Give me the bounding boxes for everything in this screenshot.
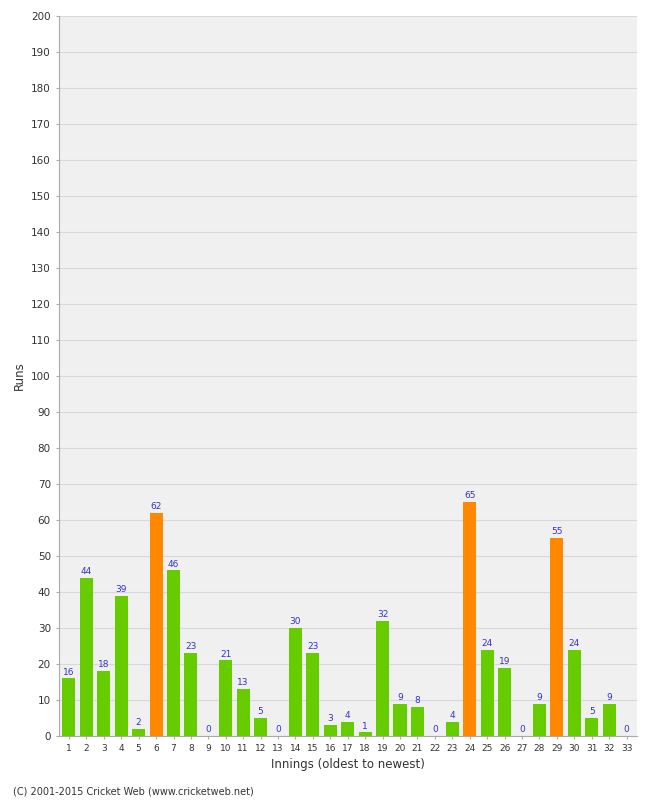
Text: 0: 0 xyxy=(519,726,525,734)
Text: 0: 0 xyxy=(623,726,629,734)
Bar xyxy=(551,538,564,736)
Text: 9: 9 xyxy=(397,693,403,702)
Text: 9: 9 xyxy=(536,693,542,702)
Bar xyxy=(98,671,111,736)
Text: 23: 23 xyxy=(185,642,196,651)
Text: 13: 13 xyxy=(237,678,249,687)
Text: 5: 5 xyxy=(589,707,595,716)
Text: 16: 16 xyxy=(63,667,75,677)
Bar xyxy=(324,726,337,736)
Bar xyxy=(62,678,75,736)
Bar xyxy=(446,722,459,736)
Text: 44: 44 xyxy=(81,566,92,576)
Text: 5: 5 xyxy=(258,707,263,716)
Text: 9: 9 xyxy=(606,693,612,702)
Text: 0: 0 xyxy=(205,726,211,734)
Text: 65: 65 xyxy=(464,491,475,500)
Text: 62: 62 xyxy=(150,502,162,511)
Text: 8: 8 xyxy=(415,696,421,706)
Text: 24: 24 xyxy=(482,638,493,648)
Text: 21: 21 xyxy=(220,650,231,658)
Y-axis label: Runs: Runs xyxy=(12,362,25,390)
Bar xyxy=(533,704,546,736)
Bar xyxy=(306,653,319,736)
Text: 3: 3 xyxy=(328,714,333,723)
Bar xyxy=(567,650,581,736)
Text: 19: 19 xyxy=(499,657,510,666)
Bar xyxy=(603,704,616,736)
Text: 30: 30 xyxy=(290,618,301,626)
Text: 4: 4 xyxy=(345,711,350,720)
Bar xyxy=(393,704,406,736)
Bar xyxy=(341,722,354,736)
Text: 0: 0 xyxy=(432,726,437,734)
Text: 39: 39 xyxy=(116,585,127,594)
Text: 32: 32 xyxy=(377,610,388,619)
Bar xyxy=(463,502,476,736)
Bar xyxy=(480,650,494,736)
Bar xyxy=(376,621,389,736)
Text: 4: 4 xyxy=(450,711,455,720)
X-axis label: Innings (oldest to newest): Innings (oldest to newest) xyxy=(271,758,424,771)
Bar xyxy=(132,729,145,736)
Bar xyxy=(359,733,372,736)
Bar xyxy=(289,628,302,736)
Text: 2: 2 xyxy=(136,718,142,727)
Bar xyxy=(80,578,93,736)
Text: 23: 23 xyxy=(307,642,318,651)
Bar xyxy=(150,513,162,736)
Bar xyxy=(411,707,424,736)
Text: 0: 0 xyxy=(275,726,281,734)
Bar xyxy=(219,661,232,736)
Text: 18: 18 xyxy=(98,661,110,670)
Text: 46: 46 xyxy=(168,560,179,569)
Text: 1: 1 xyxy=(362,722,368,730)
Text: 55: 55 xyxy=(551,527,563,536)
Text: (C) 2001-2015 Cricket Web (www.cricketweb.net): (C) 2001-2015 Cricket Web (www.cricketwe… xyxy=(13,786,254,796)
Bar xyxy=(114,595,128,736)
Bar xyxy=(585,718,598,736)
Bar xyxy=(254,718,267,736)
Text: 24: 24 xyxy=(569,638,580,648)
Bar xyxy=(167,570,180,736)
Bar xyxy=(185,653,198,736)
Bar xyxy=(237,690,250,736)
Bar xyxy=(498,667,511,736)
